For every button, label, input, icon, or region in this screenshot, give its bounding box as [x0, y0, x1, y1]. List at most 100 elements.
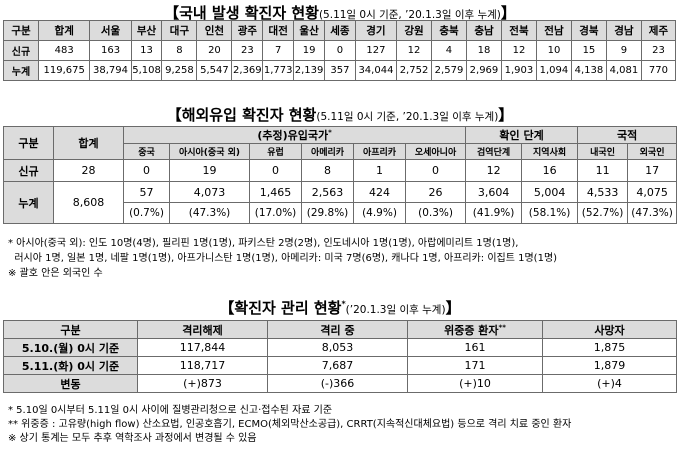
domestic-cell: 13	[130, 40, 163, 61]
domestic-column-header: 인천	[196, 20, 233, 41]
domestic-cell: 163	[89, 40, 132, 61]
overseas-pct-cell: (0.7%)	[123, 202, 170, 224]
overseas-new-cell: 8	[301, 159, 354, 182]
overseas-subheader: 지역사회	[521, 143, 579, 160]
management-row-label: 변동	[3, 374, 138, 393]
management-table: 구분 격리해제 격리 중 위중증 환자** 사망자 5.10.(월) 0시 기준…	[3, 320, 677, 393]
domestic-column-header: 경북	[570, 20, 607, 41]
overseas-new-cell: 16	[521, 159, 579, 182]
management-header-row: 구분 격리해제 격리 중 위중증 환자** 사망자	[3, 320, 677, 339]
management-row: 변동 (+)873 (-)366 (+)10 (+)4	[3, 374, 677, 393]
overseas-cumulative-row: 누계 8,608 57 4,073 1,465 2,563 424 26 3,604 5,004 4…	[3, 181, 678, 224]
management-note-3: ※ 상기 통계는 모두 추후 역학조사 과정에서 변경될 수 있음	[8, 433, 257, 444]
overseas-subheader: 아프리카	[353, 143, 406, 160]
management-row-label: 5.10.(월) 0시 기준	[3, 338, 138, 357]
domestic-cell: 2,369	[231, 60, 264, 81]
management-cell: 171	[407, 356, 543, 375]
management-h-deaths: 사망자	[542, 320, 677, 339]
management-cell: 8,053	[267, 338, 408, 357]
domestic-new-row: 신규 483 163 13 8 20 23 7 19 0 127 12 4 18 12 10 15 9 23	[3, 40, 677, 61]
domestic-cell: 357	[324, 60, 356, 81]
overseas-new-label: 신규	[3, 159, 54, 182]
domestic-column-header: 부산	[130, 20, 163, 41]
domestic-cell: 10	[535, 40, 572, 61]
overseas-table: 구분 합계 (추정)유입국가* 확인 단계 국적 중국 아시아(중국 외) 유럽 아메…	[3, 126, 678, 224]
overseas-subheader: 오세아니아	[404, 143, 467, 160]
domestic-row-label: 신규	[3, 40, 39, 61]
management-h-severe-label: 위중증 환자	[444, 323, 499, 337]
overseas-pct-cell: (58.1%)	[521, 202, 579, 224]
domestic-cell: 12	[396, 40, 432, 61]
overseas-new-cell: 0	[249, 159, 302, 182]
overseas-pct-cell: (29.8%)	[301, 202, 354, 224]
management-note-2: ** 위중증 : 고유량(high flow) 산소요법, 인공호흡기, ECM…	[8, 419, 572, 430]
domestic-cell: 1,094	[535, 60, 572, 81]
management-title: 【확진자 관리 현황*(’20.1.3일 이후 누계)】	[0, 297, 680, 318]
domestic-cell: 2,579	[431, 60, 467, 81]
domestic-cell: 770	[640, 60, 677, 81]
overseas-cum-cell: 4,533	[577, 181, 629, 203]
overseas-new-cell: 17	[627, 159, 678, 182]
management-cell: 7,687	[267, 356, 408, 375]
overseas-title-sub: (5.11일 0시 기준, ’20.1.3일 이후 누계)	[316, 111, 499, 123]
overseas-cum-cell: 1,465	[249, 181, 302, 203]
domestic-title: 【국내 발생 확진자 현황(5.11일 0시 기준, ’20.1.3일 이후 누…	[0, 2, 680, 23]
domestic-column-header: 세종	[324, 20, 356, 41]
domestic-cell: 4,138	[570, 60, 607, 81]
overseas-subheader: 중국	[123, 143, 170, 160]
overseas-new-cell: 0	[123, 159, 170, 182]
overseas-h-category: 구분	[3, 126, 54, 160]
overseas-cum-cell: 26	[404, 181, 467, 203]
management-note-1: * 5.10일 0시부터 5.11일 0시 사이에 질병관리청으로 신고·접수된…	[8, 405, 333, 416]
overseas-cum-cell: 2,563	[301, 181, 354, 203]
overseas-pct-cell: (47.3%)	[627, 202, 678, 224]
domestic-cell: 23	[640, 40, 677, 61]
domestic-header-row: 구분 합계 서울 부산 대구 인천 광주 대전 울산 세종 경기 강원 충북 충남 전북 전남 경북 경남 제주	[3, 20, 677, 41]
domestic-cell: 127	[354, 40, 398, 61]
management-cell: 161	[407, 338, 543, 357]
domestic-column-header: 경기	[354, 20, 398, 41]
domestic-column-header: 대전	[262, 20, 295, 41]
overseas-cum-cell: 4,073	[169, 181, 250, 203]
management-row: 5.10.(월) 0시 기준 117,844 8,053 161 1,875	[3, 338, 677, 357]
domestic-table: 구분 합계 서울 부산 대구 인천 광주 대전 울산 세종 경기 강원 충북 충남 전북 전남 경북 경남 제주 신…	[3, 20, 677, 81]
overseas-h-country-label: (추정)유입국가	[257, 129, 329, 142]
overseas-h-confirm: 확인 단계	[465, 126, 579, 144]
domestic-cell: 9,258	[161, 60, 198, 81]
domestic-title-sub: (5.11일 0시 기준, ’20.1.3일 이후 누계)	[318, 9, 501, 21]
domestic-column-header: 강원	[396, 20, 432, 41]
overseas-pct-cell: (0.3%)	[404, 202, 467, 224]
domestic-column-header: 광주	[231, 20, 264, 41]
management-title-mark: *	[341, 299, 346, 309]
overseas-title-main: 【해외유입 확진자 현황	[166, 106, 317, 124]
overseas-title: 【해외유입 확진자 현황(5.11일 0시 기준, ’20.1.3일 이후 누계…	[0, 104, 680, 125]
management-cell: 1,875	[542, 338, 677, 357]
domestic-column-header: 서울	[89, 20, 132, 41]
management-notes: * 5.10일 0시부터 5.11일 0시 사이에 질병관리청으로 신고·접수된…	[8, 404, 571, 446]
overseas-new-cell: 1	[353, 159, 406, 182]
management-h-severe: 위중증 환자**	[407, 320, 543, 339]
overseas-pct-cell: (47.3%)	[169, 202, 250, 224]
overseas-subheader: 검역단계	[465, 143, 523, 160]
overseas-subheader: 아시아(중국 외)	[169, 143, 250, 160]
management-h-category: 구분	[3, 320, 138, 339]
management-h-released: 격리해제	[137, 320, 268, 339]
overseas-pct-cell: (41.9%)	[465, 202, 523, 224]
overseas-note-1: * 아시아(중국 외): 인도 10명(4명), 필리핀 1명(1명), 파키스…	[8, 238, 519, 249]
overseas-pct-cell: (52.7%)	[577, 202, 629, 224]
management-h-isolated: 격리 중	[267, 320, 408, 339]
domestic-cell: 5,547	[196, 60, 233, 81]
domestic-cell: 2,139	[293, 60, 325, 81]
domestic-column-header: 대구	[161, 20, 198, 41]
overseas-new-cell: 19	[169, 159, 250, 182]
overseas-percent-row: (0.7%) (47.3%) (17.0%) (29.8%) (4.9%) (0.3%)(…	[4, 202, 678, 224]
overseas-cum-cell: 3,604	[465, 181, 523, 203]
overseas-cum-cell: 4,075	[627, 181, 678, 203]
domestic-cell: 483	[37, 40, 91, 61]
domestic-cell: 20	[196, 40, 233, 61]
overseas-new-cell: 11	[577, 159, 629, 182]
overseas-h-nationality: 국적	[577, 126, 678, 144]
management-cell: (-)366	[267, 374, 408, 393]
domestic-cell: 8	[161, 40, 198, 61]
domestic-row-label: 누계	[3, 60, 39, 81]
